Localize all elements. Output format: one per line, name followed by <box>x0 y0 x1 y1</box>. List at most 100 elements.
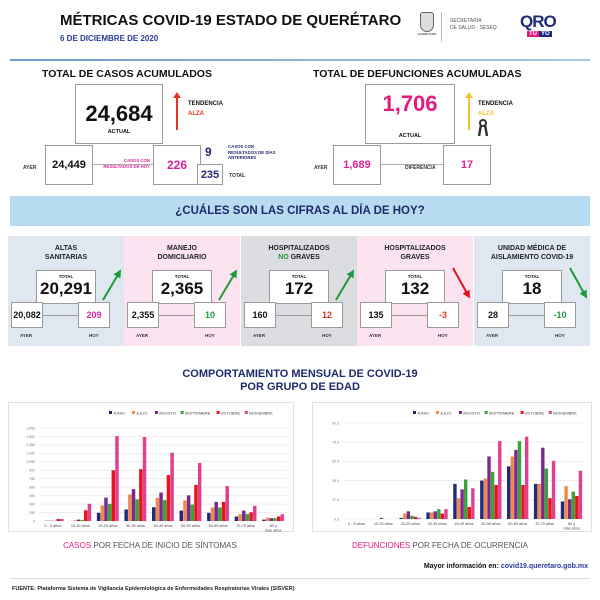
x-tick-label: 30-39 años <box>428 522 447 526</box>
bar <box>426 512 430 519</box>
bar <box>107 503 112 521</box>
bar <box>269 518 274 521</box>
defunciones-tendencia-value: ALZA <box>478 111 494 117</box>
bar <box>186 495 191 521</box>
connector <box>509 315 544 316</box>
bar <box>490 471 495 519</box>
legend-label: JULIO <box>440 411 451 416</box>
casos-hoy-label: CASOS CON RESULTADOS DE HOY <box>103 158 150 169</box>
card-total-box: TOTAL 132 <box>385 270 445 304</box>
x-tick-label: 50-59 años <box>181 524 200 528</box>
bar <box>197 462 202 521</box>
bar <box>571 491 575 519</box>
ayer-label: AYER <box>23 165 37 171</box>
casos-title: TOTAL DE CASOS ACUMULADOS <box>42 68 212 80</box>
legend-label: SEPTIEMBRE <box>489 411 515 416</box>
card-ayer-value: 2,355 <box>127 302 159 328</box>
more-info: Mayor información en: covid19.queretaro.… <box>423 563 588 570</box>
bar <box>467 506 471 519</box>
y-tick-label: 70.0 <box>332 441 339 445</box>
casos-tendencia-value: ALZA <box>188 111 204 117</box>
bar <box>104 497 108 521</box>
casos-hoy-value: 226 <box>153 145 201 185</box>
legend-swatch <box>155 411 158 414</box>
y-tick-label: 35.0 <box>332 479 339 483</box>
bar <box>551 460 556 519</box>
y-tick-label: 600 <box>29 485 35 489</box>
legend-swatch <box>109 411 112 414</box>
qro-logo: QRO <box>520 12 557 31</box>
defunciones-actual-box: 1,706 ACTUAL <box>365 84 455 144</box>
bar <box>139 469 143 521</box>
card-hoy-value: -3 <box>427 302 459 328</box>
bar <box>379 517 384 519</box>
bar <box>96 512 101 521</box>
legend-swatch <box>244 411 248 414</box>
hoy-label: HOY <box>555 333 565 338</box>
bar <box>406 511 411 519</box>
bar <box>190 504 195 521</box>
bar <box>111 470 116 521</box>
x-tick-label: 80 y más años <box>563 522 580 531</box>
bar <box>245 513 250 521</box>
bar <box>76 519 81 521</box>
card-ayer-value: 20,082 <box>11 302 43 328</box>
bar <box>498 441 502 519</box>
legend-swatch <box>484 411 488 414</box>
bar <box>417 517 421 519</box>
legend-swatch <box>436 411 439 414</box>
x-tick-label: 20-29 años <box>401 522 420 526</box>
bar <box>80 519 84 521</box>
y-tick-label: 17.5 <box>332 498 339 502</box>
bar <box>249 512 253 521</box>
more-info-link[interactable]: covid19.queretaro.gob.mx <box>500 563 588 570</box>
diferencia-label: DIFERENCIA <box>405 165 436 171</box>
card-ayer-value: 135 <box>360 302 392 328</box>
bar <box>262 519 266 521</box>
casos-ayer-value: 24,449 <box>45 145 93 185</box>
legend-label: AGOSTO <box>159 411 176 416</box>
bar <box>221 501 226 521</box>
bar <box>179 510 184 521</box>
bar <box>460 489 464 519</box>
bar <box>517 441 522 519</box>
bar <box>253 505 257 521</box>
bar <box>399 517 403 519</box>
legend-swatch <box>548 411 552 414</box>
bar <box>437 509 441 519</box>
page-title: MÉTRICAS COVID-19 ESTADO DE QUERÉTARO <box>60 12 402 29</box>
legend-swatch <box>132 411 135 414</box>
ayer-label: AYER <box>20 333 33 338</box>
x-tick-label: 50-59 años <box>481 522 500 526</box>
defunciones-title: TOTAL DE DEFUNCIONES ACUMULADAS <box>313 68 522 80</box>
legend-label: NOVIEMBRE <box>553 411 577 416</box>
card-hoy-value: 12 <box>311 302 343 328</box>
bar <box>273 518 277 521</box>
bar <box>507 466 511 519</box>
card-total-box: TOTAL 172 <box>269 270 329 304</box>
bar <box>524 436 529 519</box>
bar <box>440 513 445 519</box>
metric-card: ALTAS SANITARIAS TOTAL 20,291 20,082 209 A… <box>8 236 124 346</box>
hoy-label: HOY <box>438 333 448 338</box>
ayer-label: AYER <box>486 333 499 338</box>
bar <box>72 520 77 521</box>
y-tick-label: 150 <box>29 511 35 515</box>
trend-up-arrow-icon <box>465 92 473 130</box>
metric-card: HOSPITALIZADOS NO GRAVES TOTAL 172 160 12 … <box>241 236 357 346</box>
y-tick-label: 52.5 <box>332 460 339 464</box>
x-tick-label: 30-39 años <box>126 524 145 528</box>
y-tick-label: 1,200 <box>26 452 35 456</box>
bar <box>578 470 583 519</box>
divider <box>441 12 442 42</box>
bar <box>480 480 484 519</box>
bar <box>60 519 64 521</box>
bar <box>487 456 491 519</box>
y-tick-label: 1,650 <box>26 426 35 430</box>
bar <box>541 447 545 519</box>
y-tick-label: 87.5 <box>332 421 339 425</box>
x-tick-label: 0 - 9 años <box>348 522 365 526</box>
bar <box>210 507 215 521</box>
bar <box>265 517 270 521</box>
bar <box>166 475 171 521</box>
